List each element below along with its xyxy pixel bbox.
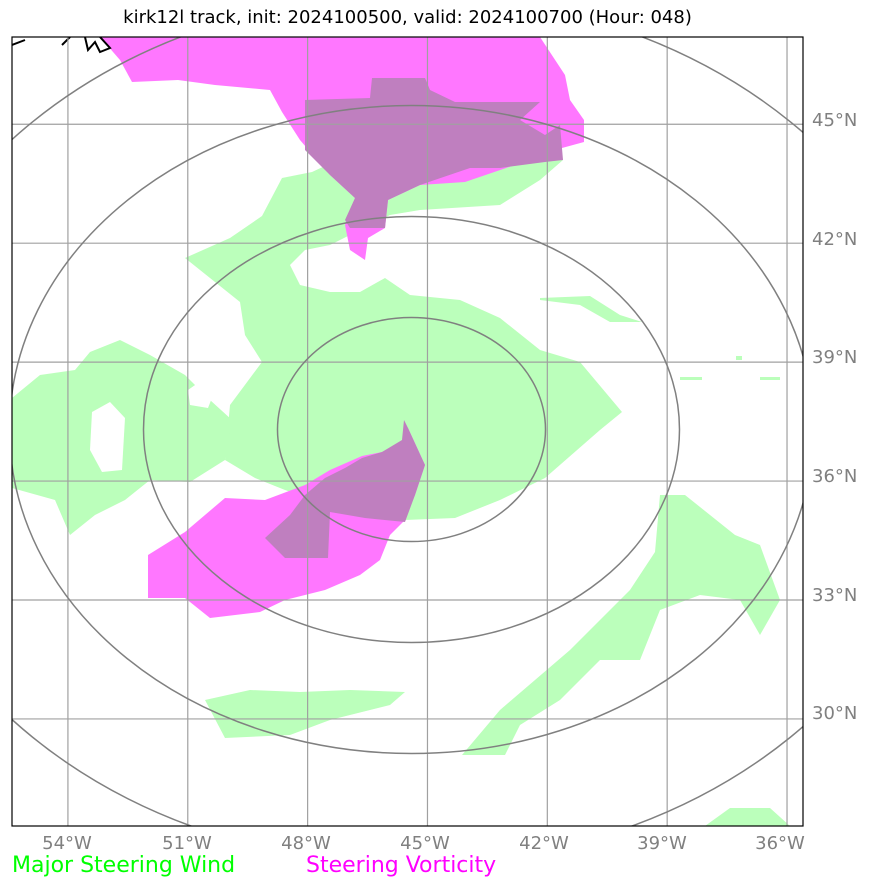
wind-area-gaps [90,378,215,472]
map-gridlines [12,37,803,826]
lon-label-39w: 39°W [637,833,687,854]
wind-area-southeast [462,495,780,755]
overlap-areas [265,78,563,558]
lon-label-45w: 45°W [400,833,450,854]
wind-area-northeast-strip [540,296,642,322]
wind-area-south [205,690,405,738]
lat-label-36n: 36°N [812,466,858,487]
lon-label-54w: 54°W [42,833,92,854]
distance-rings [12,37,803,826]
wind-area-specks [680,356,780,380]
legend-major-steering-wind: Major Steering Wind [12,853,236,878]
lon-label-48w: 48°W [281,833,331,854]
lon-label-42w: 42°W [519,833,569,854]
map-frame [11,36,804,827]
lon-label-51w: 51°W [162,833,212,854]
chart-title: kirk12l track, init: 2024100500, valid: … [123,7,692,28]
lat-label-33n: 33°N [812,585,858,606]
distance-ring-2 [142,215,681,644]
lat-label-45n: 45°N [812,110,858,131]
distance-ring-3 [12,104,803,755]
wind-area-far-southeast [705,808,790,826]
coastline [12,37,112,54]
overlap-area-north [305,78,563,228]
lat-label-30n: 30°N [812,703,858,724]
legend-steering-vorticity: Steering Vorticity [306,853,497,878]
lat-label-39n: 39°N [812,347,858,368]
overlap-area-south [265,420,425,558]
lon-label-36w: 36°W [755,833,805,854]
distance-ring-1 [276,316,547,543]
lat-label-42n: 42°N [812,229,858,250]
